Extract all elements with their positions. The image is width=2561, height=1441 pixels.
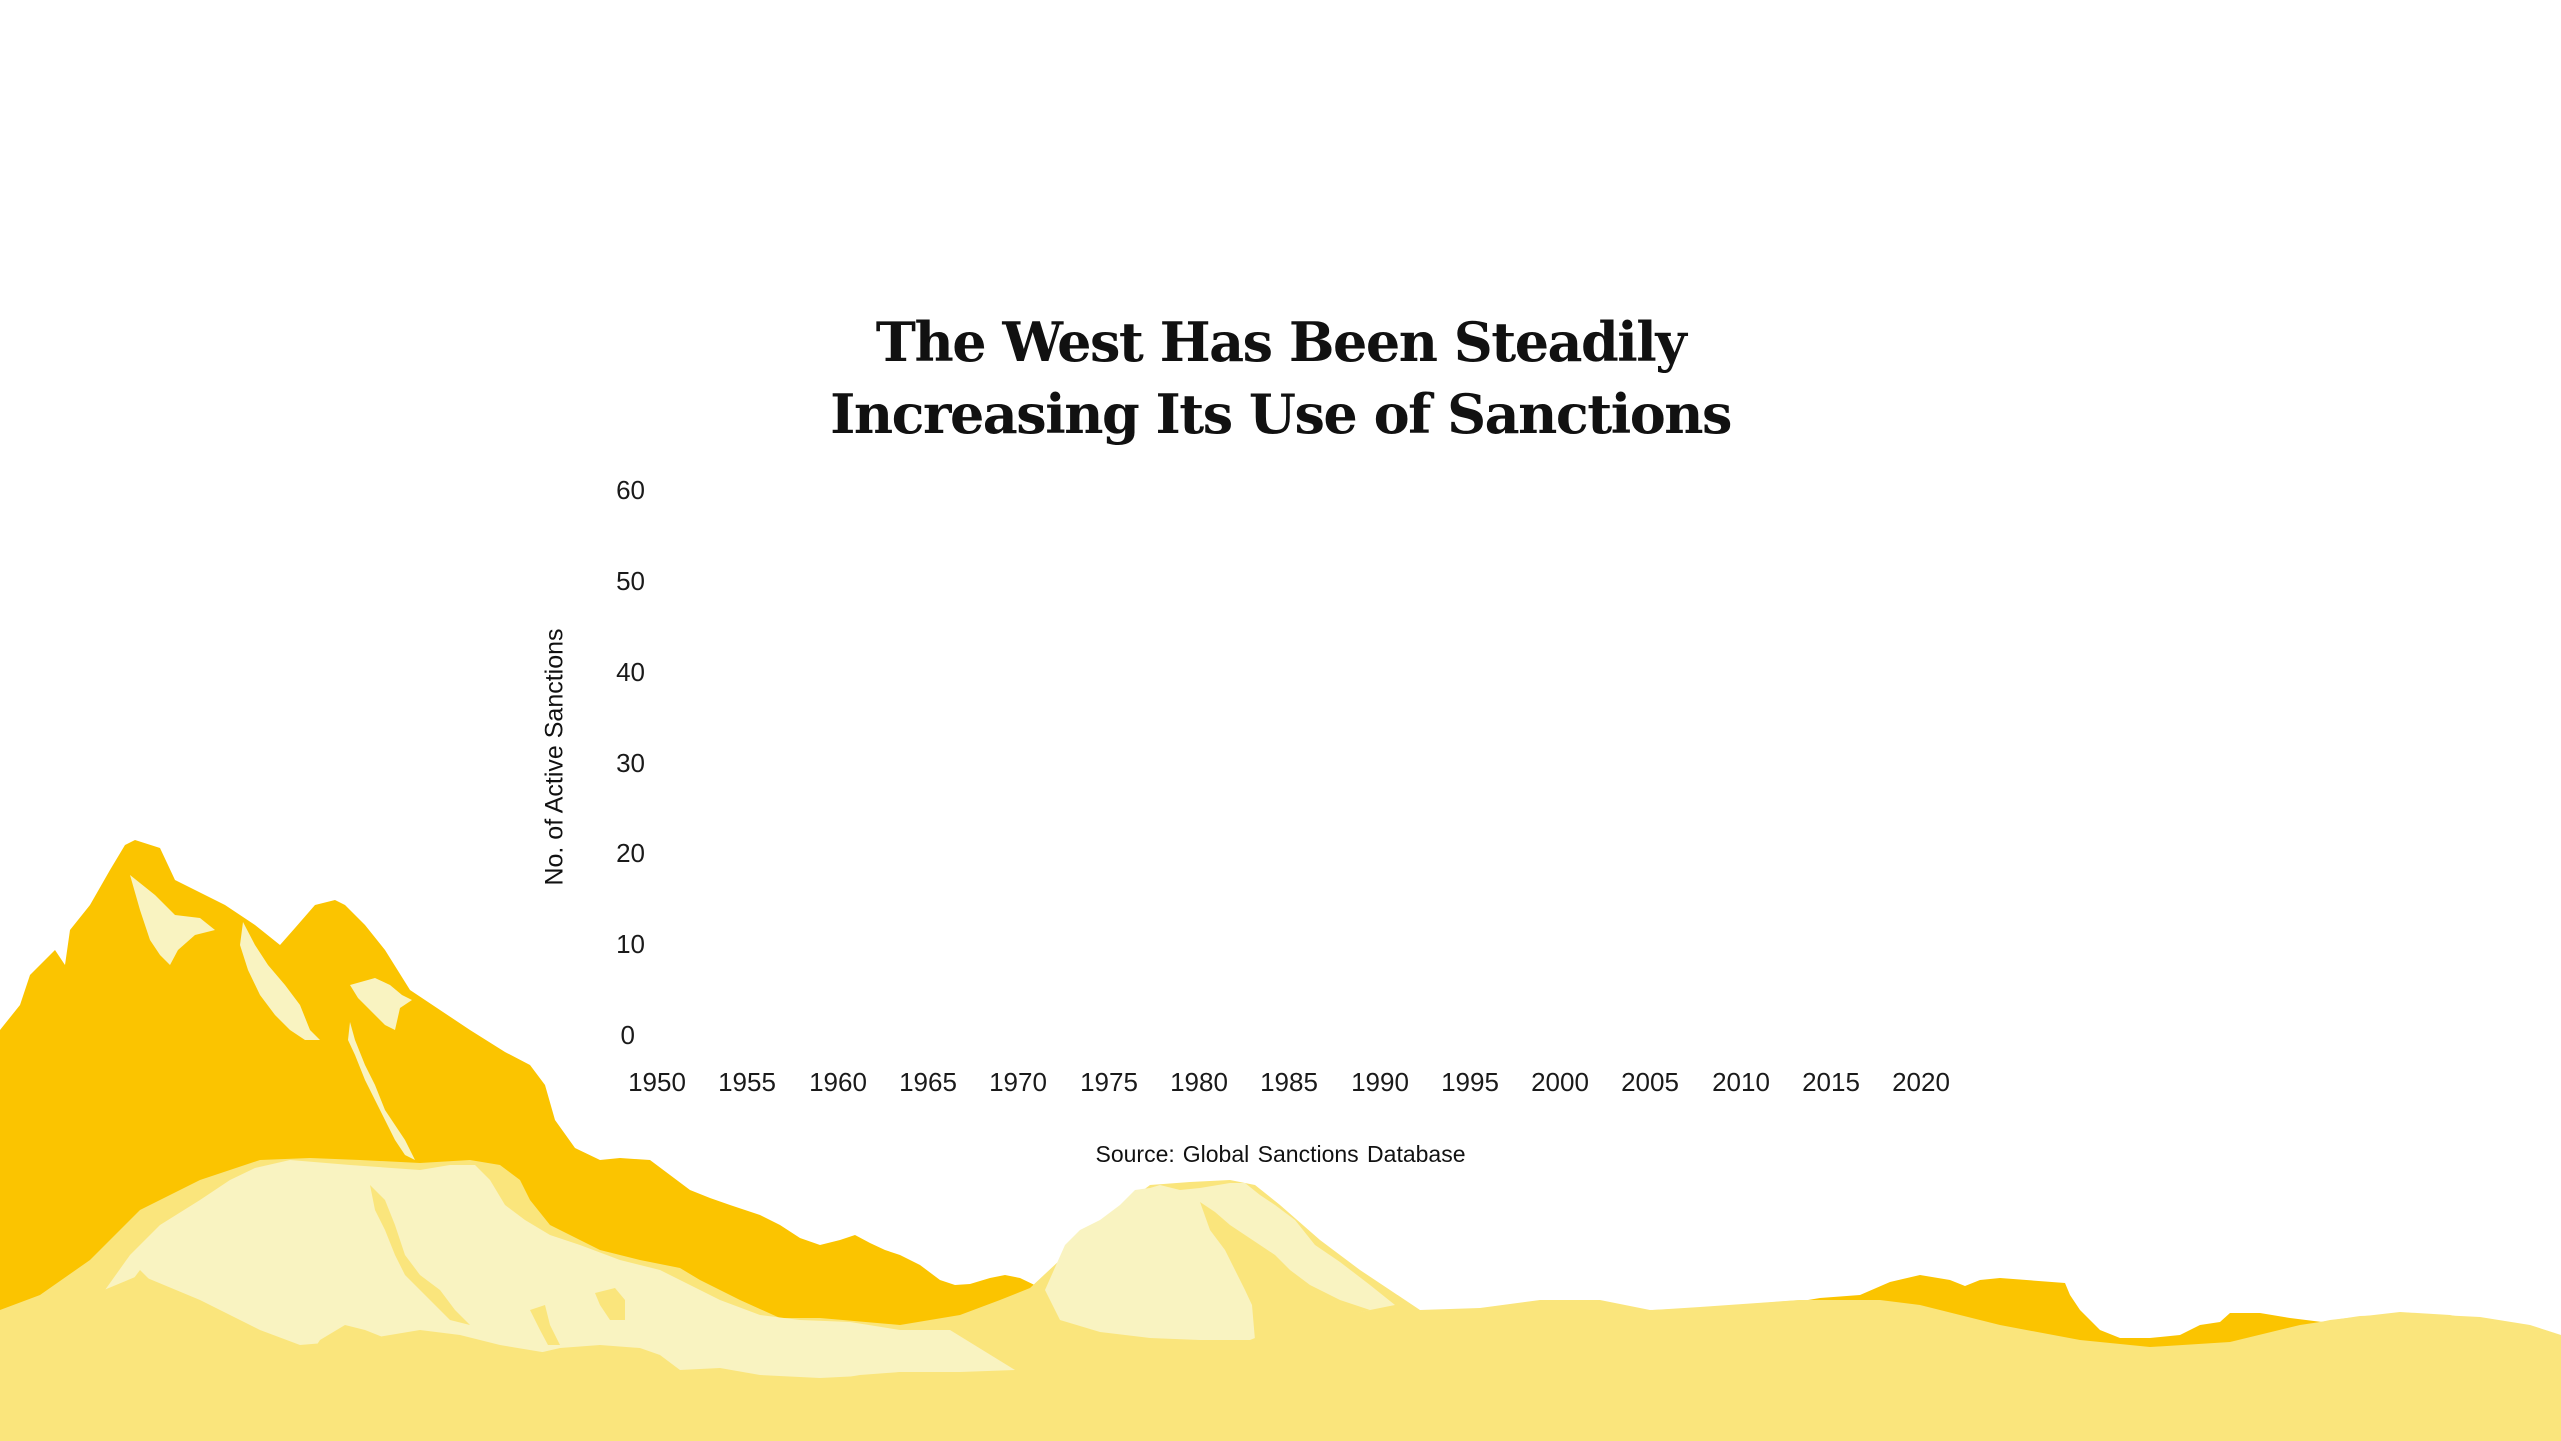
x-tick: 1970 [989,1067,1047,1097]
snow-patch [130,875,215,965]
snow-patch [350,978,412,1030]
x-tick: 2020 [1892,1067,1950,1097]
x-tick: 2015 [1802,1067,1860,1097]
mountain-crevice [595,1288,625,1320]
snow-patch [240,922,320,1040]
x-tick: 1980 [1170,1067,1228,1097]
source-note: Source: Global Sanctions Database [0,1141,2561,1168]
source-value: Global Sanctions Database [1182,1141,1466,1167]
x-tick: 1950 [628,1067,686,1097]
y-tick: 40 [616,657,645,687]
y-tick: 50 [616,566,645,596]
x-tick: 1995 [1441,1067,1499,1097]
x-tick: 1960 [809,1067,867,1097]
y-tick: 30 [616,748,645,778]
chart-title-line1: The West Has Been Steadily [875,310,1687,375]
chart-title: The West Has Been Steadily Increasing It… [0,306,2561,450]
y-tick: 0 [620,1020,635,1050]
mountain-light-left [105,1160,1015,1430]
x-tick: 1975 [1080,1067,1138,1097]
x-tick: 1990 [1351,1067,1409,1097]
x-tick: 1985 [1260,1067,1318,1097]
mountain-crevice [370,1185,470,1325]
x-tick: 2010 [1712,1067,1770,1097]
x-tick: 1955 [718,1067,776,1097]
y-tick: 10 [616,929,645,959]
y-axis-label: No. of Active Sanctions [540,628,569,886]
mountain-crevice [530,1305,560,1345]
plot-area [657,490,1921,1035]
foreground-hills [0,1275,2561,1441]
mountain-crevice [1200,1202,1370,1340]
y-tick: 60 [616,475,645,505]
x-tick: 2000 [1531,1067,1589,1097]
y-tick: 20 [616,838,645,868]
x-tick: 2005 [1621,1067,1679,1097]
source-label: Source: [1095,1141,1175,1167]
x-tick: 1965 [899,1067,957,1097]
chart-title-line2: Increasing Its Use of Sanctions [830,382,1732,447]
